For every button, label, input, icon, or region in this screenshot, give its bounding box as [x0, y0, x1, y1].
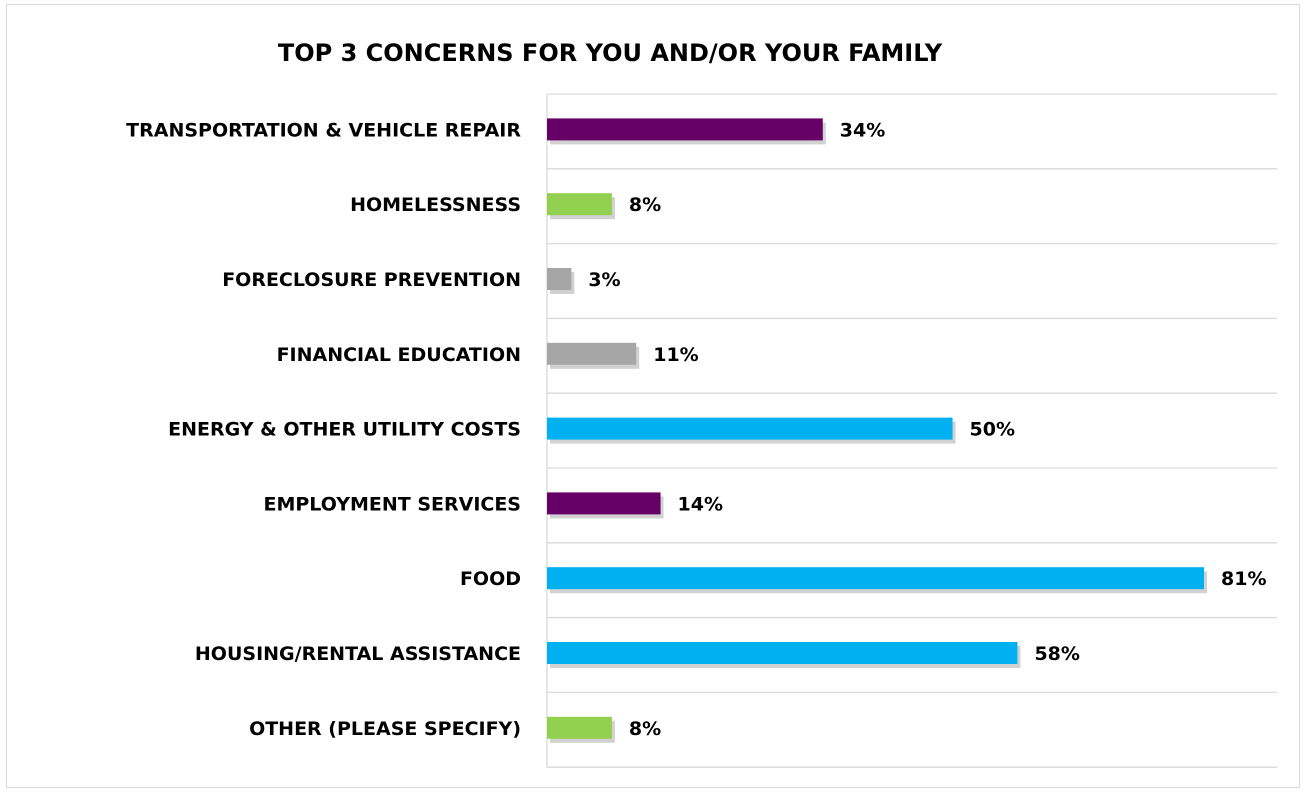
- bar: [547, 492, 661, 515]
- value-label: 34%: [840, 119, 885, 141]
- value-label: 58%: [1034, 643, 1079, 665]
- category-label: FINANCIAL EDUCATION: [277, 344, 521, 366]
- bar: [547, 567, 1204, 590]
- bar: [547, 716, 612, 739]
- value-label: 3%: [588, 269, 620, 291]
- category-label: EMPLOYMENT SERVICES: [263, 493, 521, 515]
- category-label: HOUSING/RENTAL ASSISTANCE: [195, 643, 521, 665]
- bar: [547, 342, 637, 365]
- value-label: 14%: [678, 493, 723, 515]
- chart-title: TOP 3 CONCERNS FOR YOU AND/OR YOUR FAMIL…: [278, 39, 943, 67]
- category-label: TRANSPORTATION & VEHICLE REPAIR: [126, 119, 521, 141]
- value-label: 81%: [1221, 568, 1266, 590]
- bar: [547, 417, 953, 440]
- category-label: HOMELESSNESS: [350, 194, 521, 216]
- bar: [547, 268, 572, 290]
- bar: [547, 118, 823, 141]
- bar: [547, 193, 612, 216]
- bar: [547, 642, 1018, 664]
- value-label: 50%: [970, 419, 1015, 441]
- category-label: FOOD: [460, 568, 521, 590]
- value-label: 8%: [629, 194, 661, 216]
- grid-lines: [546, 93, 1277, 768]
- category-labels: TRANSPORTATION & VEHICLE REPAIR HOMELESSN…: [126, 119, 521, 739]
- value-label: 11%: [653, 344, 698, 366]
- category-label: OTHER (PLEASE SPECIFY): [249, 718, 521, 740]
- category-label: FORECLOSURE PREVENTION: [222, 269, 521, 291]
- category-label: ENERGY & OTHER UTILITY COSTS: [168, 419, 521, 441]
- bars: [547, 118, 1207, 743]
- value-labels: 34% 8% 3% 11% 50% 14% 81% 58% 8%: [588, 119, 1266, 739]
- value-label: 8%: [629, 718, 661, 740]
